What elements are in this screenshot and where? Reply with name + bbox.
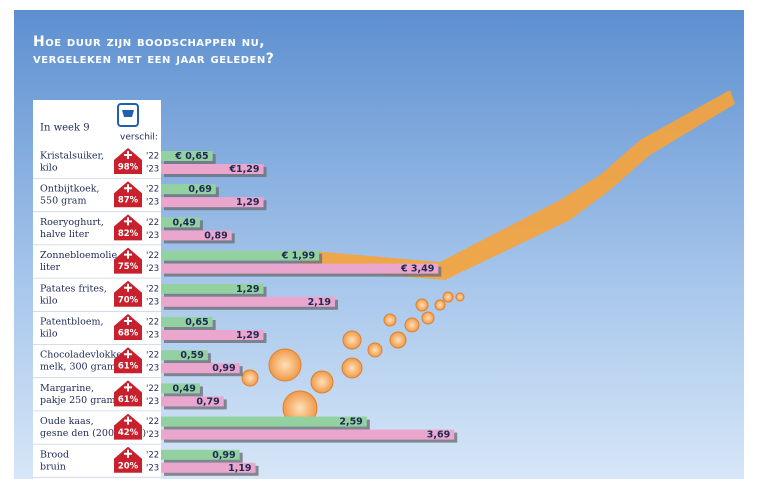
difference-label: 70% xyxy=(118,295,139,305)
series-label: '22 xyxy=(146,450,159,460)
series-label: '23 xyxy=(146,198,159,208)
series-label: '22 xyxy=(146,185,159,195)
series-label: '23 xyxy=(146,231,159,241)
category-label: Patates frites, xyxy=(40,283,107,294)
category-label: liter xyxy=(40,262,61,273)
series-label: '23 xyxy=(146,331,159,341)
category-label: halve liter xyxy=(40,229,89,240)
series-label: '23 xyxy=(146,430,159,440)
chart-title: Hoe duur zijn boodschappen nu, xyxy=(33,34,265,50)
difference-label: 75% xyxy=(118,262,139,272)
value-label: €1,29 xyxy=(228,164,259,175)
series-label: '22 xyxy=(146,218,159,228)
series-label: '22 xyxy=(146,384,159,394)
value-label: € 0,65 xyxy=(174,151,208,162)
value-label: 1,29 xyxy=(236,330,259,341)
series-label: '23 xyxy=(146,165,159,175)
category-label: Kristalsuiker, xyxy=(40,151,104,162)
difference-label: 61% xyxy=(118,395,139,405)
series-label: '23 xyxy=(146,264,159,274)
chart-title: vergeleken met een jaar geleden? xyxy=(33,51,274,67)
category-label: 550 gram xyxy=(40,196,86,207)
value-label: 0,89 xyxy=(204,230,227,241)
category-label: pakje 250 gram xyxy=(40,395,116,406)
category-label: bruin xyxy=(40,461,66,472)
series-label: '23 xyxy=(146,397,159,407)
bar xyxy=(161,264,438,274)
value-label: € 1,99 xyxy=(281,251,315,262)
value-label: 0,49 xyxy=(172,217,195,228)
bar xyxy=(161,417,367,427)
value-label: 0,49 xyxy=(172,383,195,394)
category-label: kilo xyxy=(40,329,58,340)
value-label: 2,59 xyxy=(339,417,362,428)
difference-label: 87% xyxy=(118,196,139,206)
value-label: 0,99 xyxy=(212,450,235,461)
value-label: 0,99 xyxy=(212,363,235,374)
value-label: € 3,49 xyxy=(400,264,434,275)
value-label: 1,19 xyxy=(228,463,251,474)
category-label: Roeryoghurt, xyxy=(40,217,104,228)
category-label: Zonnebloemolie, xyxy=(40,250,120,261)
series-label: '23 xyxy=(146,297,159,307)
series-label: '22 xyxy=(146,318,159,328)
series-label: '22 xyxy=(146,351,159,361)
bar xyxy=(161,430,454,440)
value-label: 0,79 xyxy=(196,396,219,407)
category-label: Brood xyxy=(40,449,69,460)
category-label: Patentbloem, xyxy=(40,317,104,328)
series-label: '22 xyxy=(146,417,159,427)
category-label: Margarine, xyxy=(40,383,94,394)
category-label: melk, 300 gram xyxy=(40,362,116,373)
value-label: 1,29 xyxy=(236,197,259,208)
difference-label: 98% xyxy=(118,163,139,173)
value-label: 3,69 xyxy=(427,430,450,441)
difference-label: 82% xyxy=(118,229,139,239)
series-label: '23 xyxy=(146,463,159,473)
period-label: In week 9 xyxy=(40,123,90,134)
series-label: '22 xyxy=(146,284,159,294)
difference-label: 68% xyxy=(118,329,139,339)
series-label: '22 xyxy=(146,152,159,162)
series-label: '22 xyxy=(146,251,159,261)
difference-label: 42% xyxy=(118,428,139,438)
value-label: 0,69 xyxy=(188,184,211,195)
difference-label: 20% xyxy=(118,461,139,471)
value-label: 1,29 xyxy=(236,284,259,295)
series-label: '23 xyxy=(146,364,159,374)
value-label: 0,59 xyxy=(180,350,203,361)
value-label: 0,65 xyxy=(185,317,208,328)
category-label: kilo xyxy=(40,163,58,174)
category-label: Oude kaas, xyxy=(40,416,94,427)
category-label: Ontbijtkoek, xyxy=(40,184,99,195)
chart: Hoe duur zijn boodschappen nu, vergeleke… xyxy=(0,0,760,479)
value-label: 2,19 xyxy=(308,297,331,308)
category-label: kilo xyxy=(40,295,58,306)
difference-header: verschil: xyxy=(120,133,158,143)
difference-label: 61% xyxy=(118,362,139,372)
